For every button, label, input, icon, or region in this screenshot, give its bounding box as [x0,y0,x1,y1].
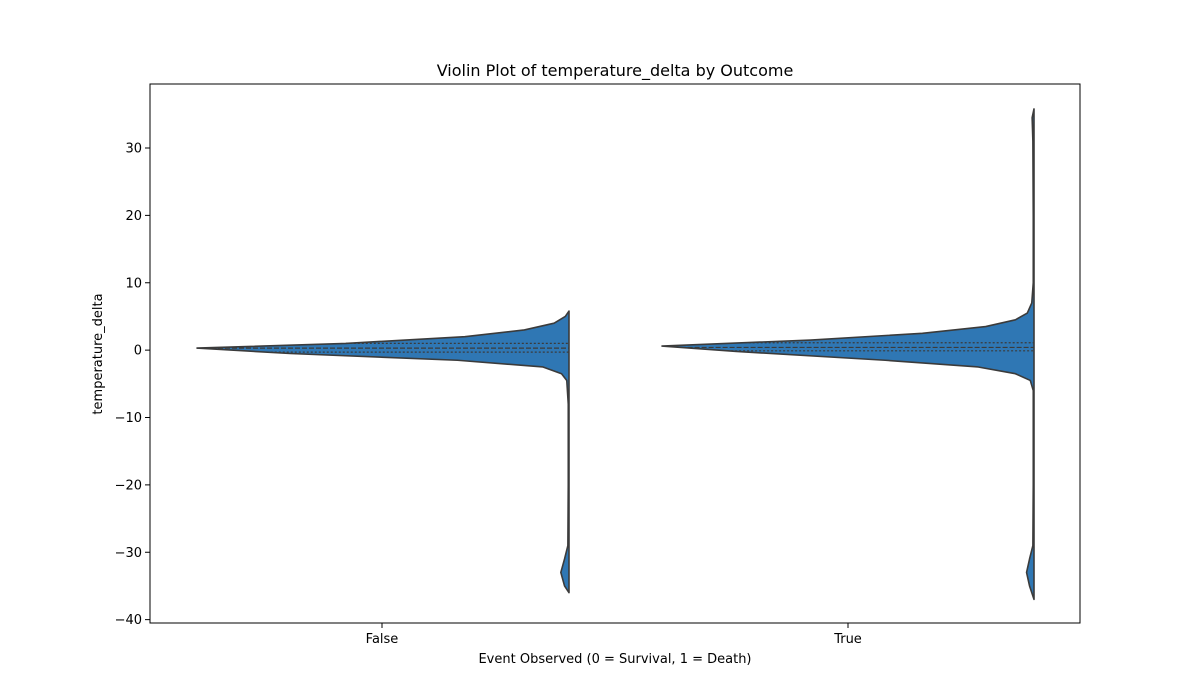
axes-frame [149,83,1081,624]
y-tick-label-6: 20 [125,209,142,224]
y-tick-label-7: 30 [125,142,142,157]
x-tick-label-true: True [833,632,862,647]
axes: −40 −30 −20 −10 0 10 20 30 False True [115,83,1081,647]
y-tick-label-1: −30 [115,546,142,561]
y-tick-label-4: 0 [134,344,142,359]
y-tick-label-0: −40 [115,613,142,628]
plot-area [196,108,1035,601]
chart-title: Violin Plot of temperature_delta by Outc… [437,61,794,81]
y-tick-label-2: −20 [115,478,142,493]
violin-true [661,108,1035,601]
x-tick-label-false: False [366,632,399,647]
x-axis-label: Event Observed (0 = Survival, 1 = Death) [478,652,751,667]
y-axis-label: temperature_delta [91,293,106,414]
violin-false [196,310,570,594]
y-tick-label-3: −10 [115,411,142,426]
y-tick-label-5: 10 [125,276,142,291]
